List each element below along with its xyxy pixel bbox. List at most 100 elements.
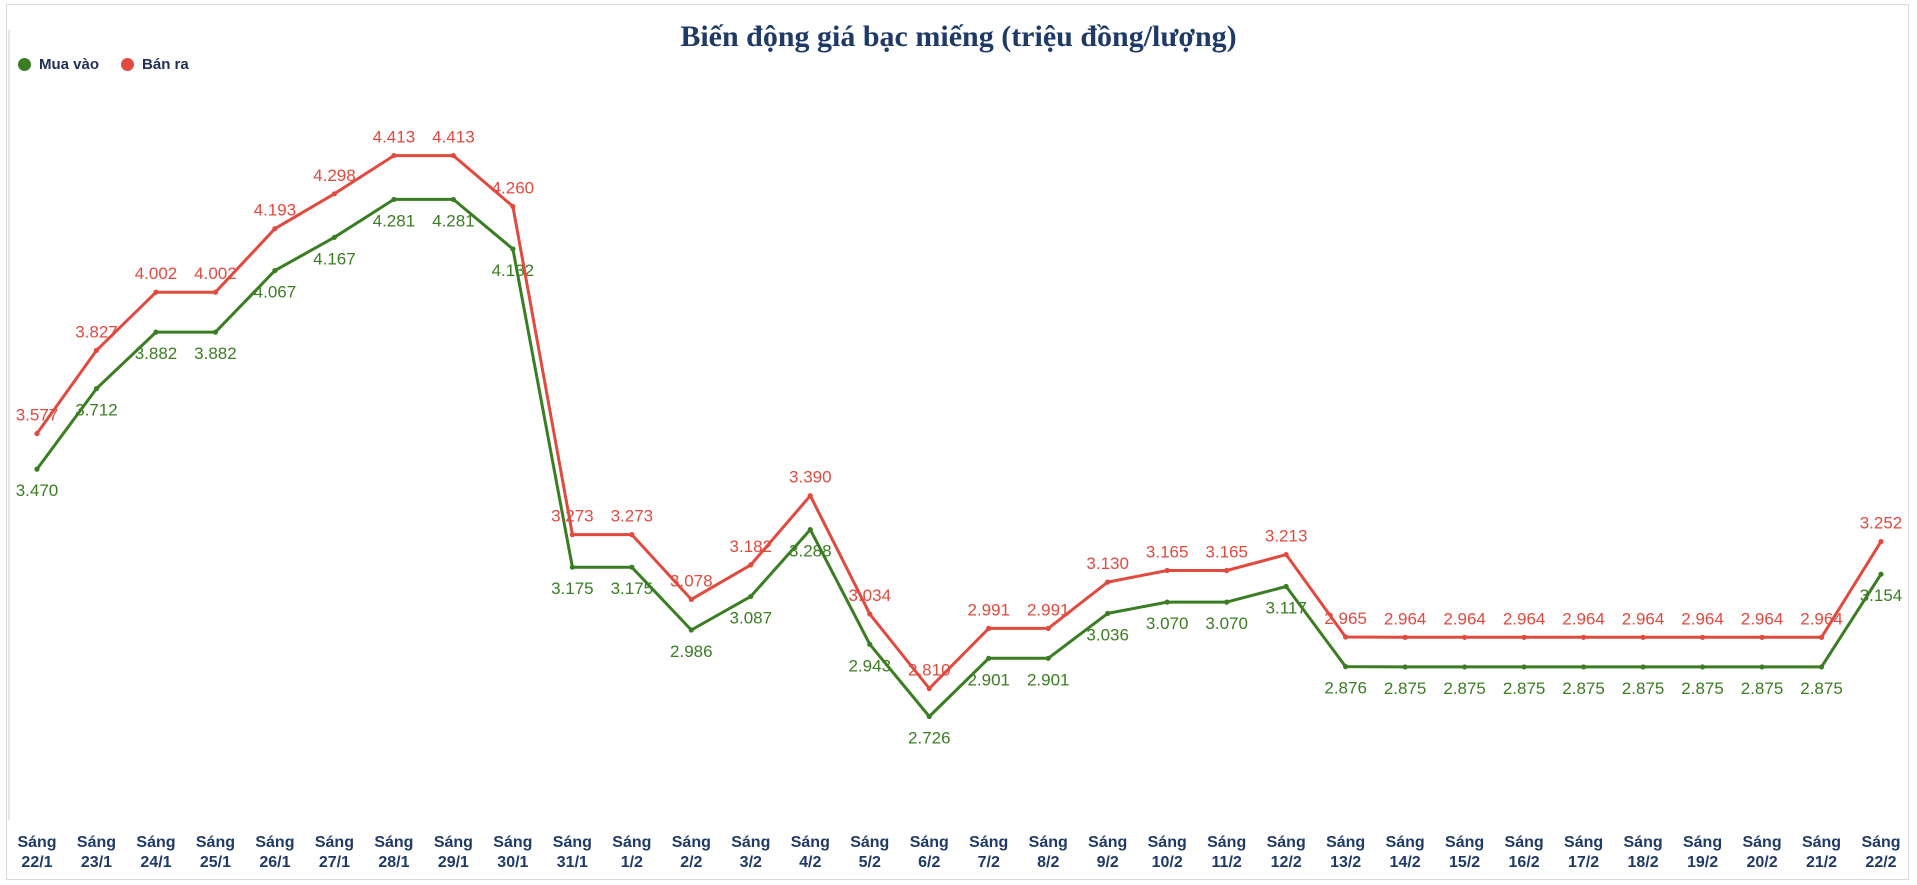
data-point-1-3 [212,289,219,295]
x-tick-label-line1-19: Sáng [1148,834,1187,851]
x-tick-label-line2-10: 1/2 [621,854,643,871]
data-point-1-24 [1462,634,1468,640]
legend-label-buy: Mua vào [39,56,100,73]
data-label-0-28: 2.875 [1681,679,1724,698]
x-tick-label-line1-13: Sáng [791,834,830,851]
data-label-0-27: 2.875 [1622,679,1665,698]
data-point-0-26 [1580,664,1587,670]
x-tick-label-line1-20: Sáng [1207,834,1246,851]
data-point-1-18 [1105,579,1111,585]
x-tick-label-line1-9: Sáng [553,834,592,851]
data-label-1-18: 3.130 [1086,554,1129,573]
x-tick-label-line1-23: Sáng [1386,834,1425,851]
x-tick-label-line1-31: Sáng [1861,834,1900,851]
data-label-0-29: 2.875 [1741,679,1784,698]
data-point-1-4 [272,226,278,232]
data-point-0-25 [1521,664,1527,670]
data-label-1-10: 3.273 [611,507,654,526]
data-point-0-20 [1224,599,1230,605]
data-point-0-9 [569,564,575,570]
x-tick-label-line2-31: 22/2 [1865,854,1896,871]
data-point-1-17 [1045,625,1051,631]
data-point-0-0 [34,466,40,472]
x-tick-label-line2-16: 7/2 [978,854,1000,871]
data-label-1-27: 2.964 [1622,609,1665,628]
data-label-1-30: 2.964 [1800,609,1843,628]
data-point-0-27 [1640,664,1646,670]
x-tick-label-line1-10: Sáng [612,834,651,851]
data-point-1-12 [748,562,754,568]
x-tick-label-line1-29: Sáng [1742,834,1781,851]
data-point-1-28 [1699,634,1706,640]
x-tick-label-line1-22: Sáng [1326,834,1365,851]
data-point-0-6 [391,196,397,203]
data-point-1-21 [1283,551,1289,558]
data-label-0-6: 4.281 [373,211,416,230]
data-point-1-22 [1343,634,1349,640]
data-point-1-23 [1402,634,1408,640]
data-point-1-27 [1640,634,1646,640]
x-tick-label-line2-11: 2/2 [680,854,702,871]
data-point-1-6 [391,152,397,159]
data-label-0-15: 2.726 [908,728,951,747]
data-label-0-12: 3.087 [730,608,773,627]
data-point-0-2 [153,329,159,335]
data-label-1-7: 4.413 [432,128,475,147]
data-label-0-17: 2.901 [1027,670,1070,689]
data-label-1-16: 2.991 [967,600,1010,619]
x-tick-label-line2-19: 10/2 [1152,854,1183,871]
legend-entry-buy: Mua vào [18,56,99,73]
data-point-0-12 [748,593,754,600]
data-point-1-10 [629,532,635,538]
data-point-1-13 [807,493,813,499]
data-label-0-14: 2.943 [849,656,892,675]
x-tick-label-line1-6: Sáng [374,834,413,851]
data-point-0-1 [93,386,100,392]
x-tick-label-line1-15: Sáng [910,834,949,851]
chart-legend: Mua vào Bán ra [18,56,211,73]
data-label-1-28: 2.964 [1681,609,1724,628]
x-tick-label-line2-18: 9/2 [1097,854,1119,871]
data-point-0-19 [1164,599,1170,605]
data-label-1-26: 2.964 [1562,609,1605,628]
data-point-1-15 [926,685,932,692]
x-tick-label-line1-12: Sáng [731,834,770,851]
data-point-1-31 [1878,538,1884,545]
data-point-0-16 [986,655,992,661]
data-label-1-19: 3.165 [1146,543,1189,562]
x-tick-label-line2-1: 23/1 [81,854,112,871]
data-label-0-25: 2.875 [1503,679,1546,698]
data-point-0-13 [807,527,813,533]
data-label-0-18: 3.036 [1086,625,1129,644]
data-label-1-25: 2.964 [1503,609,1546,628]
x-tick-label-line2-22: 13/2 [1330,854,1361,871]
x-tick-label-line2-14: 5/2 [859,854,881,871]
x-tick-label-line2-6: 28/1 [378,854,409,871]
data-point-1-1 [93,347,100,353]
data-label-1-0: 3.577 [16,406,59,425]
data-point-0-23 [1402,664,1408,670]
data-label-1-6: 4.413 [373,128,416,147]
data-label-0-24: 2.875 [1443,679,1486,698]
x-tick-label-line2-2: 24/1 [140,854,171,871]
data-point-1-5 [331,191,338,197]
x-tick-label-line1-21: Sáng [1267,834,1306,851]
data-label-1-13: 3.390 [789,468,832,487]
x-tick-label-line2-26: 17/2 [1568,854,1599,871]
data-label-1-11: 3.078 [670,571,713,590]
data-label-1-5: 4.298 [313,166,356,185]
x-tick-label-line2-7: 29/1 [438,854,469,871]
data-label-1-3: 4.002 [194,264,237,283]
x-tick-label-line2-9: 31/1 [557,854,588,871]
data-label-1-12: 3.182 [730,537,773,556]
data-point-1-20 [1224,567,1230,574]
data-point-0-4 [272,267,278,274]
data-point-0-7 [450,196,456,203]
data-point-0-29 [1759,664,1765,670]
data-label-0-5: 4.167 [313,249,356,268]
data-point-1-19 [1164,567,1170,574]
x-tick-label-line1-1: Sáng [77,834,116,851]
x-tick-label-line2-23: 14/2 [1390,854,1421,871]
data-point-1-0 [34,430,40,437]
data-label-0-10: 3.175 [611,579,654,598]
